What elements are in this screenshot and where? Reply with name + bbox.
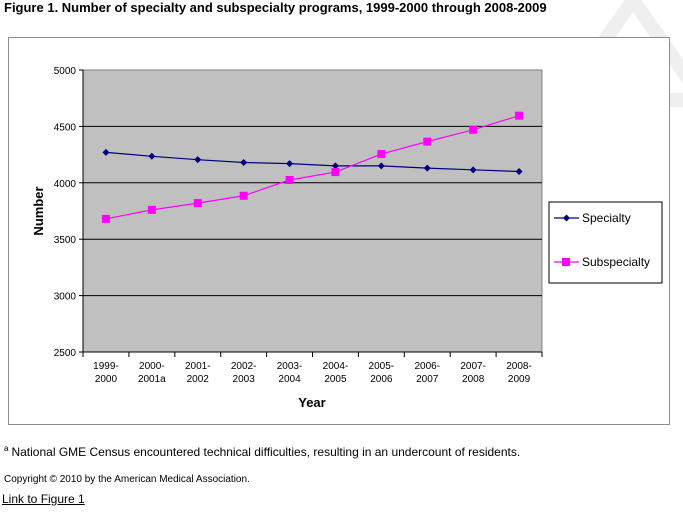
data-point-specialty xyxy=(377,162,385,170)
data-point-specialty xyxy=(148,152,156,160)
data-point-subspecialty xyxy=(193,199,202,208)
data-point-specialty xyxy=(194,156,202,164)
data-point-subspecialty xyxy=(239,191,248,200)
footnote-text: National GME Census encountered technica… xyxy=(11,445,521,459)
x-tick-label: 2007-2008 xyxy=(460,361,486,385)
data-point-specialty xyxy=(286,160,294,168)
axes: 2500 3000 3500 4000 4500 5000 1999-2000 2000-20… xyxy=(54,66,543,385)
y-tick-label: 4000 xyxy=(54,179,77,190)
x-tick-label: 2005-2006 xyxy=(369,361,395,385)
data-point-subspecialty xyxy=(515,111,524,120)
legend-box xyxy=(548,201,663,284)
x-tick-label: 2003-2004 xyxy=(277,361,303,385)
figure-title: Figure 1. Number of specialty and subspe… xyxy=(4,0,547,15)
series-layer xyxy=(101,111,524,223)
data-point-specialty xyxy=(469,166,477,174)
line-chart: 2500 3000 3500 4000 4500 5000 1999-2000 2000-20… xyxy=(31,66,663,410)
legend-label-specialty: Specialty xyxy=(582,211,631,225)
plot-area xyxy=(82,69,543,353)
footnote-marker: a xyxy=(4,444,9,453)
y-tick-label: 4500 xyxy=(54,122,77,133)
copyright-notice: Copyright © 2010 by the American Medical… xyxy=(4,474,250,485)
x-tick-label: 2000-2001a xyxy=(138,361,166,385)
data-point-subspecialty xyxy=(469,125,478,134)
footnote: a National GME Census encountered technic… xyxy=(4,444,520,459)
data-point-subspecialty xyxy=(423,137,432,146)
x-tick-label: 1999-2000 xyxy=(93,361,119,385)
x-axis-title: Year xyxy=(298,395,325,410)
figure-link[interactable]: Link to Figure 1 xyxy=(2,492,85,506)
data-point-specialty xyxy=(515,168,523,176)
x-tick-label: 2006-2007 xyxy=(414,361,440,385)
legend-marker-subspecialty xyxy=(562,258,570,266)
x-tick-label: 2002-2003 xyxy=(231,361,257,385)
data-point-subspecialty xyxy=(377,150,386,159)
data-point-subspecialty xyxy=(147,205,156,214)
legend-label-subspecialty: Subspecialty xyxy=(582,255,650,269)
y-tick-label: 3000 xyxy=(54,292,77,303)
data-point-subspecialty xyxy=(101,214,110,223)
gridlines xyxy=(83,125,542,297)
data-point-specialty xyxy=(102,148,110,156)
x-tick-label: 2001-2002 xyxy=(185,361,211,385)
y-tick-label: 5000 xyxy=(54,66,77,77)
legend: Specialty Subspecialty xyxy=(548,201,663,284)
data-point-specialty xyxy=(423,164,431,172)
series-line-specialty xyxy=(105,151,520,173)
x-tick-label: 2008-2009 xyxy=(506,361,532,385)
data-point-subspecialty xyxy=(285,175,294,184)
y-tick-label: 2500 xyxy=(54,348,77,359)
x-tick-label: 2004-2005 xyxy=(323,361,349,385)
data-point-specialty xyxy=(331,162,339,170)
data-point-subspecialty xyxy=(331,168,340,177)
y-tick-label: 3500 xyxy=(54,235,77,246)
series-line-subspecialty xyxy=(105,115,520,220)
legend-marker-specialty xyxy=(563,214,570,222)
data-point-specialty xyxy=(240,158,248,166)
y-axis-title: Number xyxy=(31,186,46,235)
